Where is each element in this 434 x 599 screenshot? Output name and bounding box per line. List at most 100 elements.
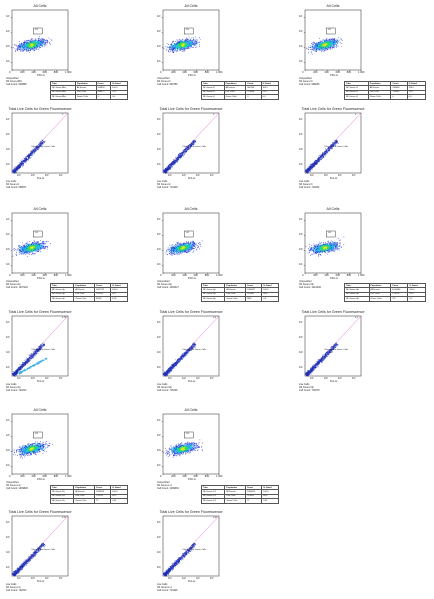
density-dot — [340, 42, 342, 44]
density-dot — [38, 41, 40, 43]
scatter-dot — [42, 141, 44, 143]
density-dot — [199, 41, 200, 43]
density-dot — [336, 44, 338, 46]
density-dot — [34, 40, 35, 41]
density-dot — [24, 44, 26, 45]
density-dot — [323, 45, 324, 47]
density-dot — [28, 49, 29, 50]
density-dot — [186, 45, 188, 47]
density-dot — [333, 40, 335, 41]
density-dot — [38, 41, 39, 42]
density-dot — [329, 42, 331, 44]
density-dot — [316, 42, 317, 44]
scatter-dot — [40, 141, 42, 142]
scatter-dot — [24, 160, 25, 162]
density-dot — [20, 46, 21, 47]
density-dot — [320, 46, 322, 48]
density-plot-p3 — [303, 9, 362, 72]
scatter-dot — [22, 163, 23, 164]
scatter-dot — [13, 171, 15, 172]
density-dot — [172, 51, 174, 53]
density-dot — [187, 41, 189, 42]
density-dot — [31, 43, 33, 45]
density-dot — [42, 38, 44, 40]
density-dot — [31, 45, 33, 46]
density-dot — [188, 36, 190, 38]
density-dot — [329, 46, 331, 47]
density-dot — [36, 44, 38, 45]
density-dot — [31, 43, 32, 44]
density-dot — [193, 39, 195, 41]
density-dot — [330, 47, 332, 49]
density-dot — [175, 49, 177, 51]
density-dot — [35, 43, 37, 45]
density-dot — [37, 43, 39, 44]
density-dot — [42, 45, 43, 46]
density-dot — [37, 44, 38, 46]
density-dot — [40, 40, 42, 41]
density-dot — [36, 48, 37, 49]
density-dot — [308, 52, 309, 54]
density-dot — [32, 47, 34, 49]
scatter-dot — [32, 151, 33, 152]
density-dot — [39, 46, 41, 47]
scatter-dot — [15, 168, 16, 169]
density-dot — [191, 41, 192, 42]
density-dot — [20, 49, 21, 51]
density-dot — [322, 44, 324, 45]
density-dot — [27, 43, 28, 45]
scatter-dot — [18, 165, 20, 166]
density-dot — [31, 45, 32, 47]
density-dot — [323, 43, 325, 45]
scatter-dot — [19, 166, 21, 168]
density-dot — [20, 46, 22, 48]
density-dot — [23, 46, 25, 48]
density-dot — [21, 44, 22, 46]
density-dot — [328, 43, 330, 45]
density-dot — [311, 47, 312, 48]
density-dot — [192, 39, 194, 41]
scatter-dot — [39, 143, 41, 144]
density-dot — [310, 52, 312, 54]
density-dot — [13, 44, 15, 45]
density-dot — [44, 40, 46, 42]
density-dot — [176, 45, 178, 46]
scatter-dot — [27, 157, 29, 159]
density-dot — [196, 39, 198, 41]
density-dot — [30, 41, 32, 43]
density-dot — [41, 46, 43, 48]
density-dot — [18, 41, 20, 42]
density-dot — [193, 43, 194, 45]
density-dot — [20, 51, 22, 52]
density-dot — [45, 42, 47, 43]
density-dot — [184, 48, 186, 50]
scatter-dot — [34, 150, 35, 152]
scatter-dot — [14, 172, 15, 174]
density-dot — [315, 43, 316, 44]
density-dot — [321, 49, 323, 51]
scatter-dot — [15, 168, 17, 170]
density-dot — [39, 40, 40, 42]
density-dot — [47, 41, 49, 43]
density-dot — [42, 40, 44, 41]
density-dot — [179, 44, 181, 46]
density-dot — [319, 37, 320, 39]
density-dot — [32, 45, 34, 46]
density-dot — [28, 44, 30, 45]
density-dot — [191, 42, 193, 43]
density-dot — [173, 46, 175, 48]
density-dot — [190, 44, 191, 45]
gate-r1[interactable] — [33, 27, 43, 35]
density-dot — [34, 45, 35, 46]
density-dot — [334, 40, 335, 42]
density-dot — [172, 47, 174, 49]
density-dot — [182, 40, 183, 42]
scatter-dot — [16, 170, 18, 171]
density-dot — [195, 41, 197, 43]
density-dot — [39, 45, 41, 46]
density-dot — [320, 44, 322, 46]
density-dot — [41, 40, 43, 42]
density-dot — [320, 43, 322, 45]
density-dot — [333, 41, 334, 43]
density-dot — [20, 45, 21, 47]
